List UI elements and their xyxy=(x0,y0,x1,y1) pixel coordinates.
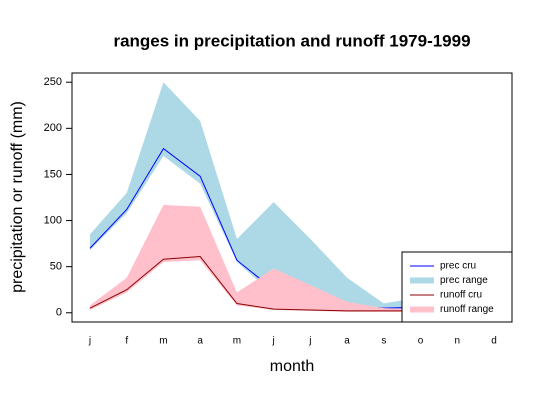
x-tick-label: d xyxy=(491,336,497,347)
x-tick-label: n xyxy=(454,336,460,347)
y-axis-label: precipitation or runoff (mm) xyxy=(9,101,26,293)
x-tick-label: m xyxy=(233,336,241,347)
legend-label: runoff range xyxy=(440,304,494,315)
y-tick-label: 200 xyxy=(44,122,62,134)
y-tick-label: 250 xyxy=(44,76,62,88)
legend-label: prec range xyxy=(440,275,488,286)
x-tick-label: j xyxy=(88,336,91,347)
legend-box xyxy=(401,251,513,323)
x-tick-label: f xyxy=(125,336,128,347)
plot-frame xyxy=(71,72,513,323)
x-tick-label: o xyxy=(418,336,424,347)
x-axis-label: month xyxy=(270,358,314,375)
x-tick-label: j xyxy=(272,336,275,347)
x-tick-label: s xyxy=(381,336,386,347)
y-tick-label: 150 xyxy=(44,168,62,180)
range-area xyxy=(90,204,494,312)
x-tick-label: a xyxy=(344,336,350,347)
x-tick-label: j xyxy=(308,336,311,347)
range-area xyxy=(90,82,494,311)
legend-label: prec cru xyxy=(440,261,476,272)
y-tick-label: 50 xyxy=(50,261,62,273)
x-tick-label: m xyxy=(159,336,167,347)
x-tick-label: a xyxy=(197,336,203,347)
y-tick-label: 0 xyxy=(56,307,62,319)
legend-label: runoff cru xyxy=(440,290,482,301)
chart-title: ranges in precipitation and runoff 1979-… xyxy=(113,31,470,50)
y-tick-label: 100 xyxy=(44,214,62,226)
